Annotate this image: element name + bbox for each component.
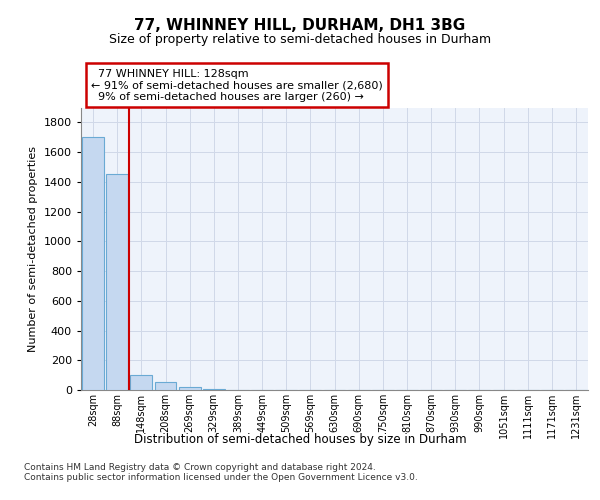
Bar — [106, 174, 128, 390]
Text: Contains HM Land Registry data © Crown copyright and database right 2024.
Contai: Contains HM Land Registry data © Crown c… — [24, 462, 418, 482]
Text: 77 WHINNEY HILL: 128sqm  
← 91% of semi-detached houses are smaller (2,680)
  9%: 77 WHINNEY HILL: 128sqm ← 91% of semi-de… — [91, 68, 383, 102]
Bar — [179, 387, 200, 390]
Bar — [82, 137, 104, 390]
Bar — [130, 375, 152, 390]
Y-axis label: Number of semi-detached properties: Number of semi-detached properties — [28, 146, 38, 352]
Text: 77, WHINNEY HILL, DURHAM, DH1 3BG: 77, WHINNEY HILL, DURHAM, DH1 3BG — [134, 18, 466, 32]
Bar — [155, 382, 176, 390]
Text: Size of property relative to semi-detached houses in Durham: Size of property relative to semi-detach… — [109, 32, 491, 46]
Text: Distribution of semi-detached houses by size in Durham: Distribution of semi-detached houses by … — [134, 432, 466, 446]
